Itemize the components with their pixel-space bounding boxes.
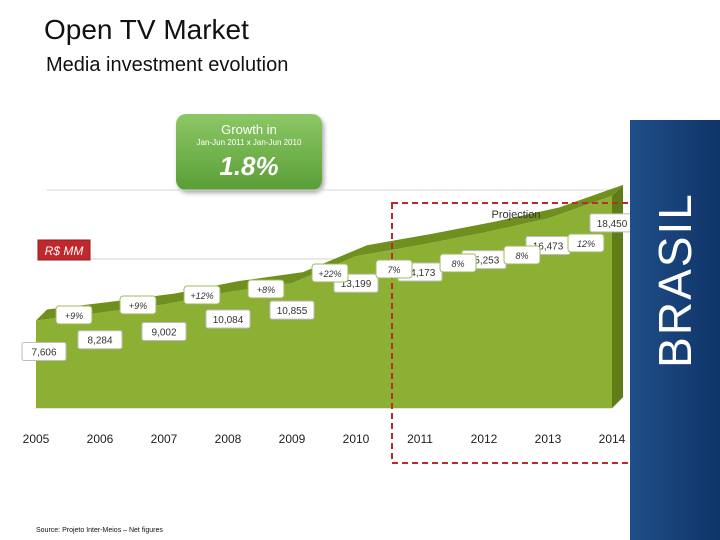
value-label-box: [205, 309, 251, 329]
growth-label: 12%: [577, 239, 595, 249]
x-tick-label: 2014: [599, 432, 626, 446]
x-tick-label: 2008: [215, 432, 242, 446]
value-label-box: [269, 300, 315, 320]
x-tick-label: 2012: [471, 432, 498, 446]
growth-label: 8%: [451, 259, 464, 269]
growth-period: Jan-Jun 2011 x Jan-Jun 2010: [196, 138, 302, 147]
x-tick-label: 2013: [535, 432, 562, 446]
value-label: 10,855: [277, 306, 308, 317]
x-tick-label: 2006: [87, 432, 114, 446]
growth-box: Growth in Jan-Jun 2011 x Jan-Jun 2010 1.…: [176, 114, 322, 190]
value-label-box: [21, 342, 67, 362]
x-tick-label: 2010: [343, 432, 370, 446]
growth-label-box: [183, 285, 221, 305]
projection-region: [391, 202, 641, 464]
value-label-box: [77, 330, 123, 350]
value-label: 18,450: [597, 219, 628, 230]
x-tick-label: 2005: [23, 432, 50, 446]
value-label: 14,173: [405, 268, 436, 279]
x-tick-label: 2007: [151, 432, 178, 446]
value-label-box: [141, 321, 187, 341]
growth-title: Growth in: [221, 122, 277, 137]
growth-label-box: [119, 295, 157, 315]
value-label: 8,284: [87, 336, 112, 347]
growth-label-box: [503, 245, 541, 265]
area-side-face: [612, 184, 623, 408]
value-label: 9,002: [151, 327, 176, 338]
value-label: 10,084: [213, 315, 244, 326]
unit-label-box: [37, 239, 91, 261]
brasil-label: BRASIL: [649, 192, 701, 368]
side-bar: [630, 120, 720, 540]
source-note: Source: Projeto Inter-Meios – Net figure…: [36, 527, 163, 534]
growth-label-box: [567, 233, 605, 253]
growth-label-box: [311, 263, 349, 283]
value-label: 7,606: [31, 348, 56, 359]
growth-label: +8%: [257, 285, 275, 295]
value-label: 16,473: [533, 242, 564, 253]
growth-label-box: [439, 253, 477, 273]
growth-label: 7%: [387, 265, 400, 275]
page-subtitle: Media investment evolution: [46, 54, 289, 76]
value-label: 15,253: [469, 256, 500, 267]
growth-label: +12%: [190, 291, 213, 301]
growth-label: +9%: [65, 311, 83, 321]
projection-label: Projection: [492, 209, 541, 221]
unit-label: R$ MM: [45, 244, 84, 258]
x-tick-label: 2011: [407, 432, 433, 446]
growth-label-box: [247, 279, 285, 299]
area-top-face: [36, 184, 623, 321]
growth-label-box: [375, 259, 413, 279]
growth-label-box: [55, 305, 93, 325]
growth-label: 8%: [515, 251, 528, 261]
area-front-face: [36, 195, 612, 408]
x-tick-label: 2009: [279, 432, 306, 446]
growth-label: +9%: [129, 301, 147, 311]
growth-value: 1.8%: [219, 151, 279, 181]
growth-label: +22%: [318, 269, 341, 279]
value-label: 13,199: [341, 279, 372, 290]
page-title: Open TV Market: [44, 14, 249, 45]
